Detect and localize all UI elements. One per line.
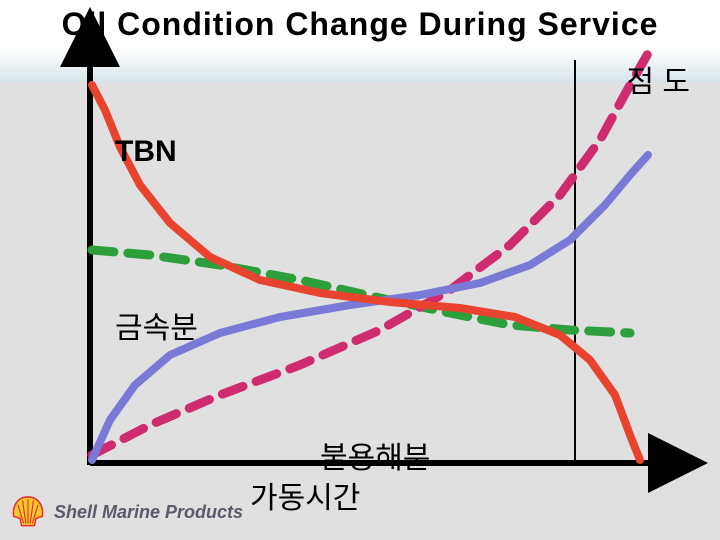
chart-svg [70,55,670,465]
page-title: Oil Condition Change During Service [0,6,720,43]
shell-logo-icon [10,494,46,530]
label-metal: 금속분 [115,303,198,347]
curve-viscosity [92,50,650,455]
label-xaxis: 가동시간 [250,473,360,517]
footer: Shell Marine Products [10,494,243,530]
label-viscosity: 점 도 [626,57,690,101]
label-insoluble: 불용해분 [320,433,430,477]
label-tbn: TBN [115,135,177,169]
chart-area: TBN 점 도 금속분 불용해분 가동시간 [70,55,670,465]
brand-text: Shell Marine Products [54,502,243,523]
